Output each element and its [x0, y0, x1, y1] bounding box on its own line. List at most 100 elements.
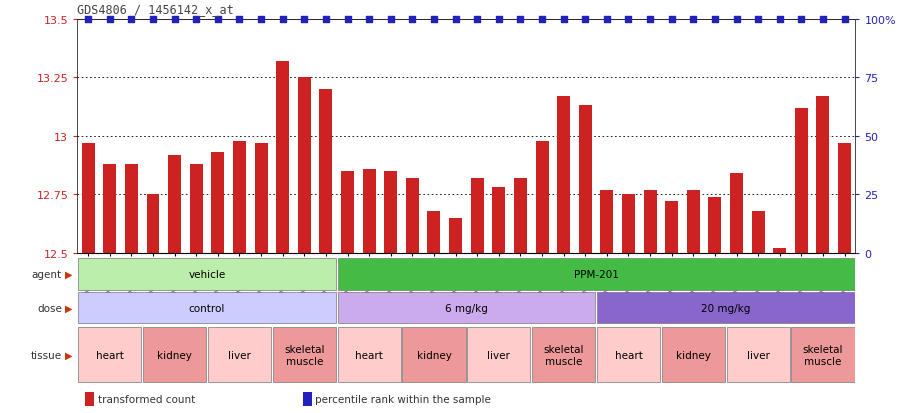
Bar: [449, 218, 462, 253]
Bar: [338, 292, 595, 324]
Point: [405, 17, 420, 23]
Text: kidney: kidney: [157, 350, 192, 360]
Point: [189, 17, 204, 23]
Point: [449, 17, 463, 23]
Point: [427, 17, 441, 23]
Point: [362, 17, 377, 23]
Point: [751, 17, 765, 23]
Bar: [816, 97, 829, 253]
Bar: [273, 328, 336, 382]
Bar: [492, 188, 505, 253]
Bar: [147, 195, 159, 253]
Bar: [795, 109, 808, 253]
Point: [729, 17, 743, 23]
Text: heart: heart: [96, 350, 124, 360]
Text: 20 mg/kg: 20 mg/kg: [701, 303, 751, 313]
Text: agent: agent: [32, 269, 62, 279]
Bar: [662, 328, 725, 382]
Point: [686, 17, 701, 23]
Bar: [752, 211, 764, 253]
Bar: [78, 292, 336, 324]
Text: ▶: ▶: [66, 350, 73, 360]
Bar: [579, 106, 592, 253]
Bar: [665, 202, 678, 253]
Bar: [78, 259, 336, 290]
Bar: [207, 328, 271, 382]
Bar: [428, 211, 440, 253]
Bar: [338, 259, 854, 290]
Text: vehicle: vehicle: [188, 269, 226, 279]
Text: transformed count: transformed count: [97, 394, 195, 404]
Text: percentile rank within the sample: percentile rank within the sample: [316, 394, 491, 404]
Bar: [362, 169, 376, 253]
Text: control: control: [189, 303, 225, 313]
Bar: [211, 153, 224, 253]
Bar: [792, 328, 854, 382]
Point: [318, 17, 333, 23]
Point: [103, 17, 117, 23]
Bar: [276, 62, 289, 253]
Bar: [774, 249, 786, 253]
Bar: [189, 164, 203, 253]
Point: [210, 17, 225, 23]
Bar: [255, 143, 268, 253]
Bar: [86, 392, 95, 406]
Point: [254, 17, 268, 23]
Bar: [470, 178, 484, 253]
Bar: [514, 178, 527, 253]
Bar: [597, 328, 660, 382]
Point: [297, 17, 311, 23]
Bar: [303, 392, 312, 406]
Text: liver: liver: [228, 350, 251, 360]
Bar: [125, 164, 137, 253]
Bar: [687, 190, 700, 253]
Bar: [726, 328, 790, 382]
Point: [470, 17, 484, 23]
Point: [340, 17, 355, 23]
Point: [600, 17, 614, 23]
Point: [232, 17, 247, 23]
Point: [815, 17, 830, 23]
Bar: [402, 328, 466, 382]
Text: heart: heart: [614, 350, 642, 360]
Bar: [384, 171, 397, 253]
Text: PPM-201: PPM-201: [573, 269, 619, 279]
Point: [642, 17, 657, 23]
Point: [81, 17, 96, 23]
Point: [167, 17, 182, 23]
Point: [664, 17, 679, 23]
Point: [556, 17, 571, 23]
Bar: [622, 195, 635, 253]
Text: skeletal
muscle: skeletal muscle: [284, 344, 325, 366]
Point: [276, 17, 290, 23]
Text: liver: liver: [488, 350, 511, 360]
Point: [622, 17, 636, 23]
Text: 6 mg/kg: 6 mg/kg: [445, 303, 488, 313]
Point: [535, 17, 550, 23]
Text: liver: liver: [747, 350, 770, 360]
Text: kidney: kidney: [676, 350, 711, 360]
Text: kidney: kidney: [417, 350, 451, 360]
Point: [794, 17, 809, 23]
Point: [124, 17, 138, 23]
Bar: [730, 174, 743, 253]
Bar: [532, 328, 595, 382]
Point: [513, 17, 528, 23]
Point: [837, 17, 852, 23]
Bar: [535, 141, 549, 253]
Text: skeletal
muscle: skeletal muscle: [803, 344, 844, 366]
Text: GDS4806 / 1456142_x_at: GDS4806 / 1456142_x_at: [77, 3, 234, 16]
Bar: [78, 328, 141, 382]
Text: ▶: ▶: [66, 269, 73, 279]
Text: tissue: tissue: [31, 350, 62, 360]
Point: [146, 17, 160, 23]
Bar: [838, 143, 851, 253]
Point: [491, 17, 506, 23]
Bar: [298, 78, 310, 253]
Bar: [643, 190, 657, 253]
Point: [708, 17, 723, 23]
Bar: [319, 90, 332, 253]
Point: [578, 17, 592, 23]
Bar: [708, 197, 722, 253]
Bar: [143, 328, 207, 382]
